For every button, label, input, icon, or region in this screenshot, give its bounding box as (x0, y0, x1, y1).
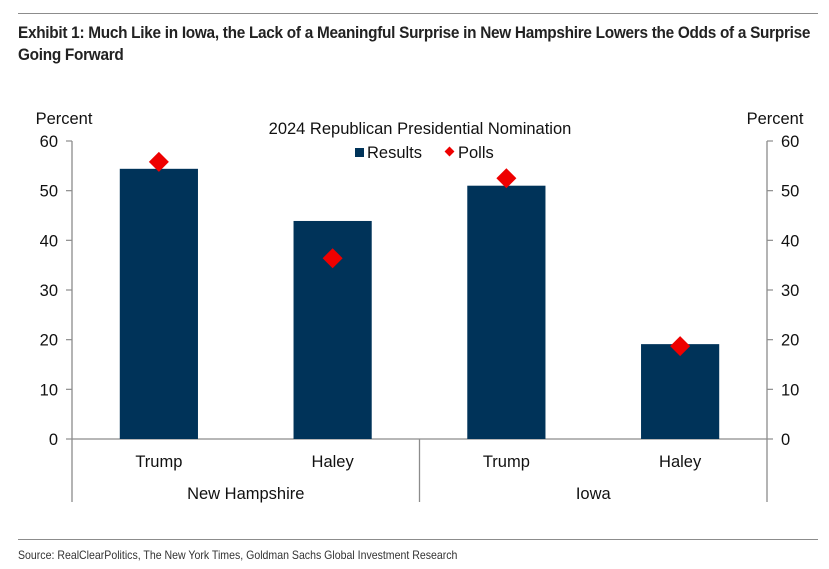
x-category-label: Haley (659, 453, 702, 471)
y-tick-label-right: 0 (781, 431, 790, 449)
y-tick-label-left: 40 (40, 232, 58, 250)
poll-markers (148, 151, 691, 357)
y-axis-label-left: Percent (36, 110, 93, 128)
bottom-rule (18, 539, 818, 540)
y-tick-label-right: 20 (781, 332, 799, 350)
y-tick-label-left: 10 (40, 381, 58, 399)
exhibit-title: Exhibit 1: Much Like in Iowa, the Lack o… (18, 24, 811, 64)
x-category-label: Haley (312, 453, 355, 471)
x-group-label: Iowa (576, 485, 612, 503)
y-tick-label-left: 0 (49, 431, 58, 449)
y-tick-label-left: 20 (40, 332, 58, 350)
y-axis-label-right: Percent (747, 110, 804, 128)
y-tick-label-left: 30 (40, 282, 58, 300)
y-tick-label-right: 50 (781, 183, 799, 201)
x-category-label: Trump (483, 453, 530, 471)
y-tick-label-right: 40 (781, 232, 799, 250)
y-tick-label-left: 50 (40, 183, 58, 201)
legend-polls-swatch (444, 146, 455, 157)
legend-results-label: Results (367, 144, 422, 162)
y-tick-label-right: 10 (781, 381, 799, 399)
bar-results-haley-3 (641, 344, 720, 439)
marker-polls-trump-2 (496, 168, 517, 189)
marker-polls-trump-0 (148, 151, 169, 172)
legend-polls-label: Polls (458, 144, 494, 162)
x-group-label: New Hampshire (187, 485, 304, 503)
legend-results-swatch (355, 148, 364, 157)
chart-title: 2024 Republican Presidential Nomination (269, 120, 572, 138)
bars (119, 168, 720, 439)
y-tick-label-right: 30 (781, 282, 799, 300)
bar-results-trump-2 (467, 185, 546, 439)
y-tick-label-left: 60 (40, 133, 58, 151)
marker-polls-haley-1 (322, 248, 343, 269)
x-axis-labels: Trump Haley Trump Haley New Hampshire Iowa (135, 453, 702, 503)
top-rule (18, 13, 818, 14)
source-note: Source: RealClearPolitics, The New York … (18, 548, 458, 562)
legend: Results Polls (355, 144, 494, 162)
marker-polls-haley-3 (670, 336, 691, 357)
x-category-label: Trump (135, 453, 182, 471)
y-tick-label-right: 60 (781, 133, 799, 151)
axes: 0 0 10 10 20 20 30 30 40 40 50 50 60 60 (40, 133, 799, 502)
bar-results-trump-0 (119, 168, 198, 439)
